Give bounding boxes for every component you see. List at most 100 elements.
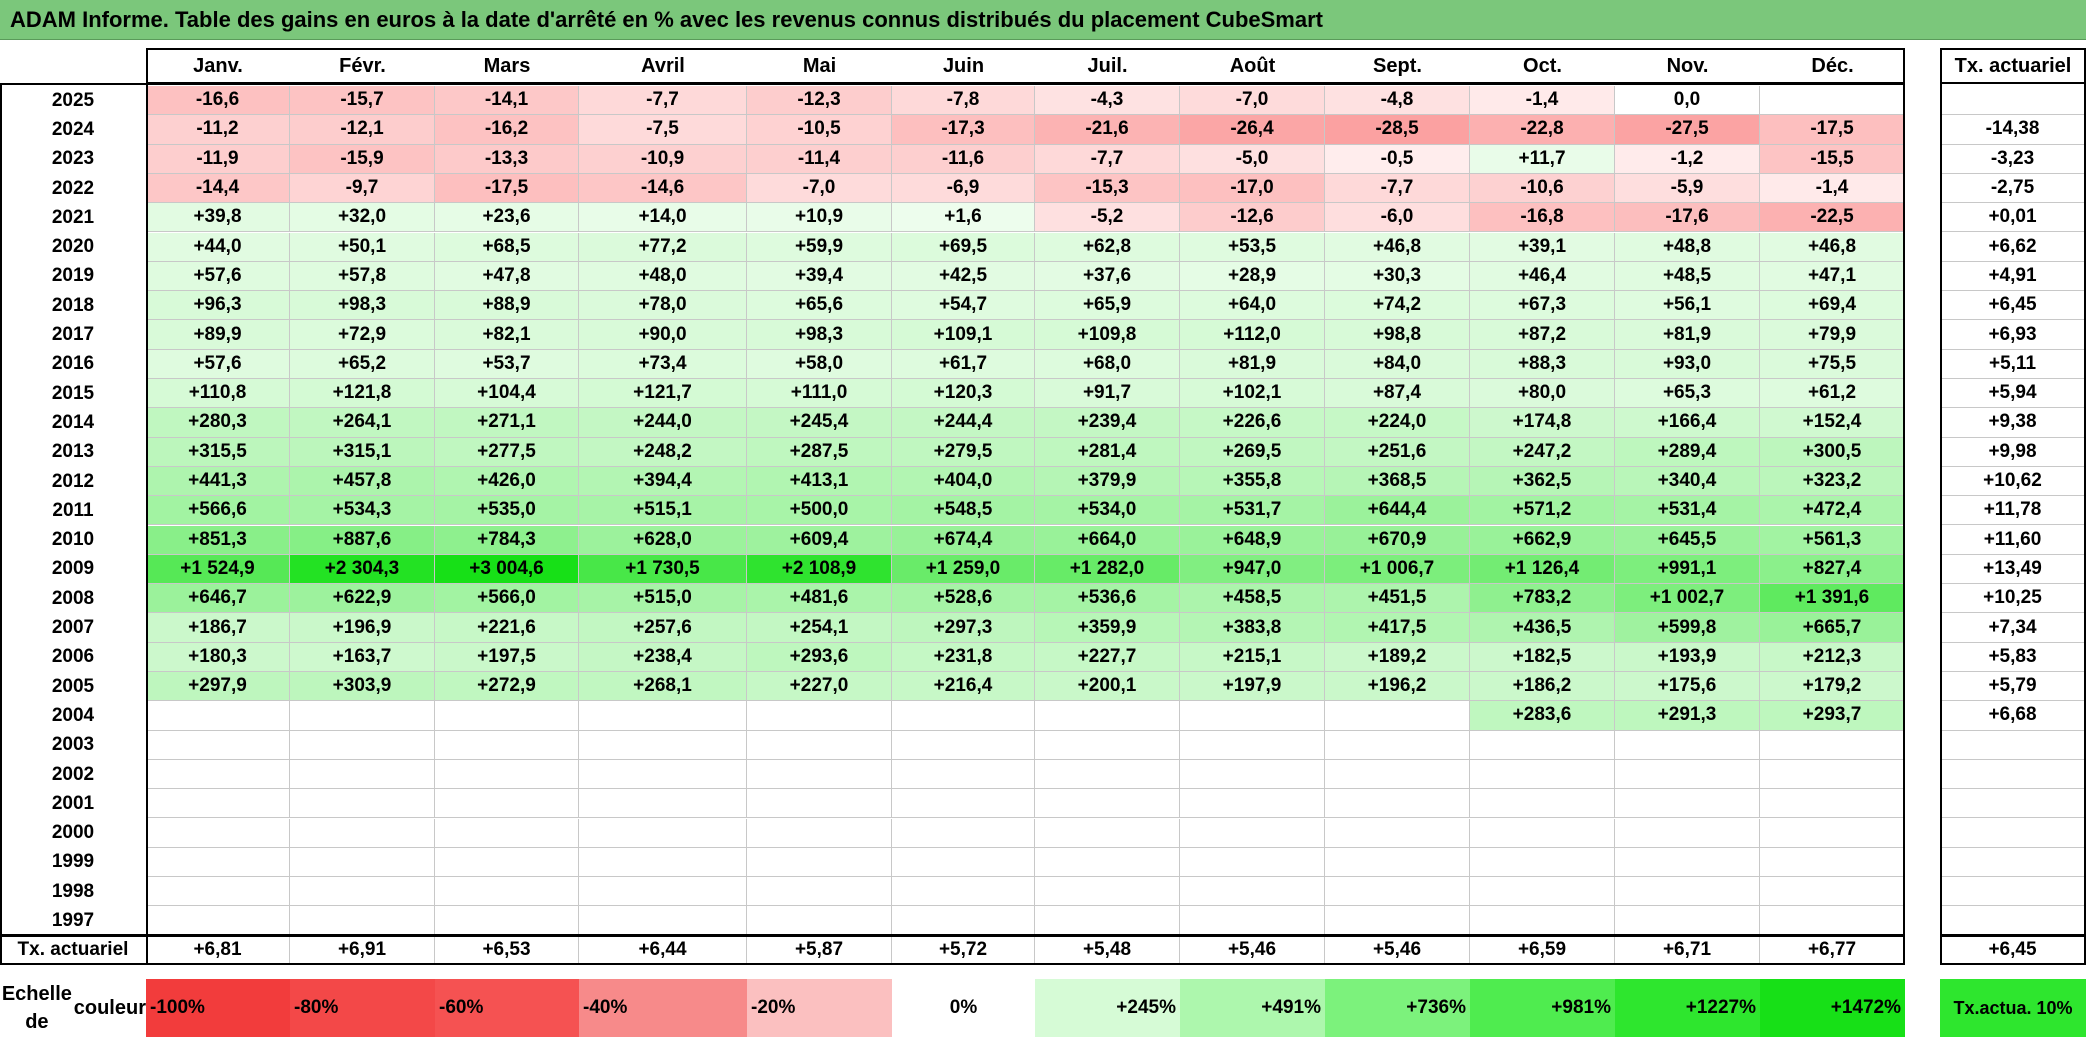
table-cell: [1325, 730, 1470, 760]
table-cell: +481,6: [747, 584, 892, 614]
tx-actuariel-cell: [1940, 877, 2086, 907]
table-cell: -14,4: [146, 173, 290, 204]
color-scale-cell: 0%: [892, 979, 1035, 1037]
table-cell: [1325, 906, 1470, 936]
table-cell: -9,7: [290, 173, 435, 204]
table-cell: [1035, 906, 1180, 936]
table-cell: [146, 789, 290, 819]
table-cell: [1180, 818, 1325, 848]
table-cell: +3 004,6: [435, 554, 579, 585]
tx-actuariel-cell: [1940, 847, 2086, 878]
table-cell: +216,4: [892, 672, 1035, 702]
color-scale-label-line1: Echelle de: [1, 983, 72, 1033]
table-cell: +175,6: [1615, 672, 1760, 702]
table-cell: +362,5: [1470, 466, 1615, 497]
table-cell: +662,9: [1470, 525, 1615, 555]
table-cell: [1760, 818, 1905, 848]
table-cell: -11,6: [892, 144, 1035, 174]
table-cell: +88,9: [435, 291, 579, 321]
table-cell: [1615, 847, 1760, 878]
table-cell: +98,3: [747, 320, 892, 350]
table-cell: +648,9: [1180, 525, 1325, 555]
table-cell: +239,4: [1035, 408, 1180, 438]
tx-actuariel-cell: [1940, 789, 2086, 819]
table-cell: -6,0: [1325, 203, 1470, 233]
table-cell: +528,6: [892, 584, 1035, 614]
table-cell: +646,7: [146, 584, 290, 614]
table-cell: +68,0: [1035, 349, 1180, 379]
table-cell: +102,1: [1180, 379, 1325, 409]
month-header-3: Mars: [483, 54, 531, 77]
table-cell: +212,3: [1760, 642, 1905, 672]
table-cell: -4,3: [1035, 86, 1180, 116]
table-cell: +535,0: [435, 496, 579, 526]
footer-tx-cell: +5,46: [1180, 935, 1325, 965]
table-cell: +39,1: [1470, 232, 1615, 262]
table-cell: +54,7: [892, 291, 1035, 321]
table-cell: [146, 906, 290, 936]
table-cell: +281,4: [1035, 437, 1180, 467]
table-cell: +89,9: [146, 320, 290, 350]
table-cell: +48,0: [579, 261, 747, 292]
table-cell: [1760, 877, 1905, 907]
footer-tx-cell: +6,91: [290, 935, 435, 965]
table-cell: [1325, 759, 1470, 790]
table-cell: [435, 847, 579, 878]
table-cell: -11,9: [146, 144, 290, 174]
tx-actuariel-cell: [1940, 906, 2086, 936]
table-cell: [892, 759, 1035, 790]
table-cell: +224,0: [1325, 408, 1470, 438]
month-header-8: Août: [1229, 54, 1276, 77]
table-cell: +88,3: [1470, 349, 1615, 379]
year-label: 2015: [51, 382, 95, 404]
table-cell: +226,6: [1180, 408, 1325, 438]
year-label: 2024: [51, 118, 95, 140]
table-cell: [747, 847, 892, 878]
table-cell: +37,6: [1035, 261, 1180, 292]
tx-actuariel-cell: +10,25: [1940, 584, 2086, 614]
table-cell: +69,4: [1760, 291, 1905, 321]
table-cell: +90,0: [579, 320, 747, 350]
table-cell: +65,3: [1615, 379, 1760, 409]
year-label: 2001: [51, 792, 95, 814]
table-cell: [892, 818, 1035, 848]
table-cell: +193,9: [1615, 642, 1760, 672]
table-cell: +340,4: [1615, 466, 1760, 497]
table-cell: [747, 818, 892, 848]
table-cell: +622,9: [290, 584, 435, 614]
table-cell: +784,3: [435, 525, 579, 555]
table-cell: [290, 877, 435, 907]
month-header-6: Juin: [942, 54, 985, 77]
table-cell: +81,9: [1180, 349, 1325, 379]
footer-tx-cell: +5,72: [892, 935, 1035, 965]
table-cell: +44,0: [146, 232, 290, 262]
month-header-7: Juil.: [1087, 54, 1128, 77]
table-cell: +10,9: [747, 203, 892, 233]
footer-tx-cell: +5,46: [1325, 935, 1470, 965]
table-cell: +536,6: [1035, 584, 1180, 614]
table-cell: [1325, 847, 1470, 878]
tx-actuariel-cell: [1940, 818, 2086, 848]
table-cell: +783,2: [1470, 584, 1615, 614]
table-cell: +93,0: [1615, 349, 1760, 379]
table-cell: -13,3: [435, 144, 579, 174]
tx-scale-line2: actua. 10%: [1979, 998, 2073, 1018]
tx-actuariel-cell: +7,34: [1940, 613, 2086, 643]
table-cell: +65,6: [747, 291, 892, 321]
table-cell: +664,0: [1035, 525, 1180, 555]
table-cell: -7,0: [747, 173, 892, 204]
footer-tx-cell: +6,77: [1760, 935, 1905, 965]
table-cell: -7,8: [892, 86, 1035, 116]
table-cell: -27,5: [1615, 115, 1760, 145]
color-scale-cell: -20%: [747, 979, 892, 1037]
table-cell: +14,0: [579, 203, 747, 233]
table-cell: +57,6: [146, 349, 290, 379]
table-cell: +197,5: [435, 642, 579, 672]
month-header-5: Mai: [802, 54, 837, 77]
table-cell: [1035, 759, 1180, 790]
tx-actuariel-cell: +9,98: [1940, 437, 2086, 467]
table-cell: +457,8: [290, 466, 435, 497]
table-cell: +413,1: [747, 466, 892, 497]
table-cell: +47,1: [1760, 261, 1905, 292]
table-cell: +87,2: [1470, 320, 1615, 350]
